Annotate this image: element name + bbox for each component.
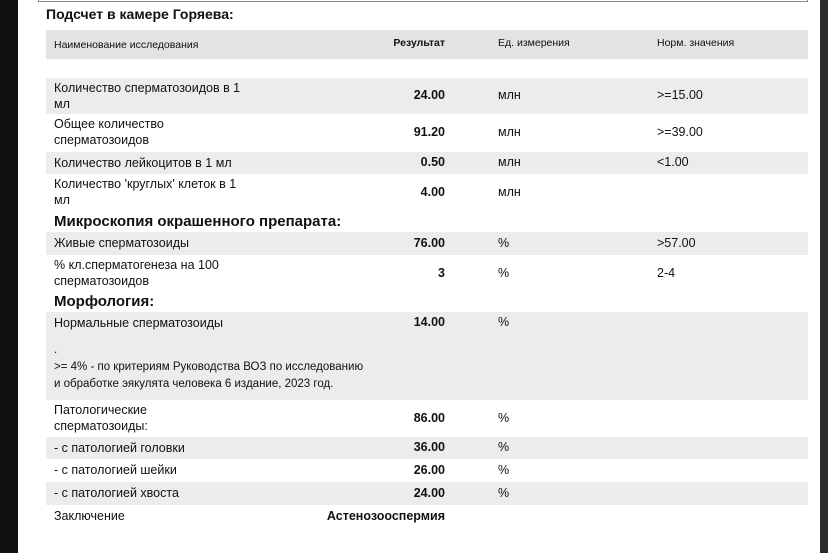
unit: млн <box>498 185 521 199</box>
table-row: Живые сперматозоиды 76.00% >57.00 <box>46 232 808 255</box>
result: 91.20 <box>413 125 445 139</box>
table-row: Количество сперматозоидов в 1 мл 24.00 млн… <box>46 78 808 114</box>
table-row: - с патологией хвоста 24.00% <box>46 482 808 505</box>
test-name: Нормальные сперматозоиды <box>54 316 223 330</box>
result: 24.00 <box>413 485 445 500</box>
test-name: - с патологией шейки <box>54 463 177 477</box>
table-row: Количество 'круглых' клеток в 1 мл 4.00 мл… <box>46 174 808 212</box>
norm: >57.00 <box>657 235 696 250</box>
unit: % <box>498 315 510 329</box>
unit: % <box>498 410 510 425</box>
header-norm: Норм. значения <box>657 37 735 49</box>
norm: >=15.00 <box>657 88 703 102</box>
top-box <box>38 0 808 2</box>
test-name: Общее количество сперматозоидов <box>54 117 164 147</box>
result: 14.00 <box>413 315 445 329</box>
table-row: Нормальные сперматозоиды 14.00%. >= 4% - п… <box>46 312 808 400</box>
test-name: - с патологией хвоста <box>54 486 179 500</box>
norm: 2-4 <box>657 265 676 280</box>
table-row: Общее количество сперматозоидов 91.20 млн >… <box>46 114 808 152</box>
header-unit: Ед. измерения <box>498 37 570 49</box>
result: 24.00 <box>413 88 445 102</box>
result: 26.00 <box>413 462 445 477</box>
left-edge <box>0 0 18 553</box>
unit: % <box>498 235 510 250</box>
test-name: Количество сперматозоидов в 1 мл <box>54 81 241 111</box>
result: 0.50 <box>420 155 445 169</box>
note-line: и обработке эякулята человека 6 издание,… <box>54 378 334 390</box>
table-row: Количество лейкоцитов в 1 мл 0.50 млн <1.00 <box>46 152 808 174</box>
test-name: - с патологией головки <box>54 441 185 455</box>
unit: млн <box>498 125 521 139</box>
unit: % <box>498 462 510 477</box>
table-row: Патологические сперматозоиды: 86.00% <box>46 400 808 437</box>
title: Подсчет в камере Горяева: <box>46 6 234 22</box>
result: 4.00 <box>420 185 445 199</box>
section-heading: Микроскопия окрашенного препарата: <box>54 213 342 230</box>
note: . >= 4% - по критериям Руководства ВОЗ по… <box>54 342 363 393</box>
test-name: Количество 'круглых' клеток в 1 мл <box>54 177 237 207</box>
test-name: Живые сперматозоиды <box>54 236 189 250</box>
result: 86.00 <box>413 410 445 425</box>
unit: % <box>498 265 510 280</box>
test-name: % кл.сперматогенеза на 100 сперматозоидо… <box>54 258 219 288</box>
note-line: >= 4% - по критериям Руководства ВОЗ по … <box>54 361 364 373</box>
test-name: Патологические сперматозоиды: <box>54 403 148 433</box>
unit: млн <box>498 88 521 102</box>
table-row: - с патологией шейки 26.00% <box>46 459 808 482</box>
norm: <1.00 <box>657 155 689 169</box>
header-result: Результат <box>393 37 445 49</box>
table-row: % кл.сперматогенеза на 100 сперматозоидо… <box>46 255 808 292</box>
unit: % <box>498 485 510 500</box>
result: 76.00 <box>413 235 445 250</box>
section-heading: Морфология: <box>54 293 155 310</box>
norm: >=39.00 <box>657 125 703 139</box>
right-edge <box>820 0 828 553</box>
result: 36.00 <box>413 440 445 454</box>
unit: % <box>498 440 510 454</box>
table-row: Заключение Астенозооспермия <box>46 505 808 528</box>
note-line: . <box>54 344 58 356</box>
test-name: Заключение <box>54 509 125 523</box>
result: Астенозооспермия <box>326 508 445 523</box>
table-row: - с патологией головки 36.00% <box>46 437 808 459</box>
header-name: Наименование исследования <box>54 39 199 51</box>
result: 3 <box>438 265 445 280</box>
table-header: Наименование исследования Результат Ед. … <box>46 30 808 59</box>
unit: млн <box>498 155 521 169</box>
test-name: Количество лейкоцитов в 1 мл <box>54 156 232 170</box>
